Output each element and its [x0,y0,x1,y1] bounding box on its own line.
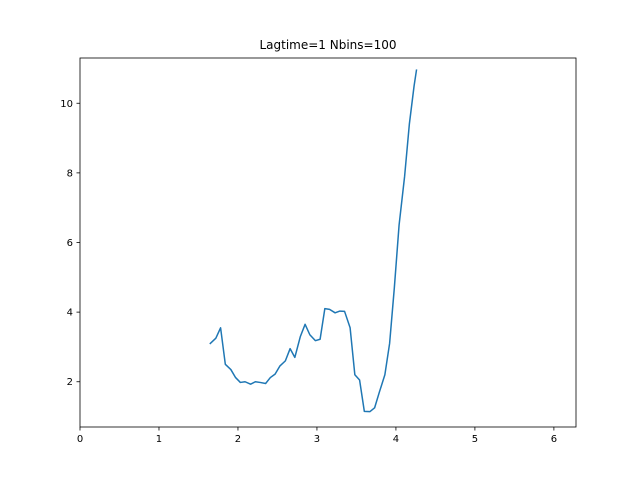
x-tick-label: 5 [472,434,478,445]
x-tick-label: 6 [551,434,557,445]
x-axis: 0 1 2 3 4 5 6 [77,427,557,445]
y-tick-label: 4 [67,308,73,319]
x-tick-label: 3 [314,434,320,445]
series-line [209,69,418,413]
x-tick-label: 4 [393,434,399,445]
x-tick-label: 1 [156,434,162,445]
plot-frame [79,57,577,428]
y-tick-label: 2 [67,377,73,388]
y-tick-label: 6 [67,238,73,249]
x-tick-label: 0 [77,434,83,445]
y-axis: 2 4 6 8 10 [60,99,80,388]
y-tick-label: 10 [60,99,73,110]
chart-title: Lagtime=1 Nbins=100 [259,38,396,52]
series-layer [209,69,418,413]
x-tick-label: 2 [235,434,241,445]
y-tick-label: 8 [67,168,73,179]
